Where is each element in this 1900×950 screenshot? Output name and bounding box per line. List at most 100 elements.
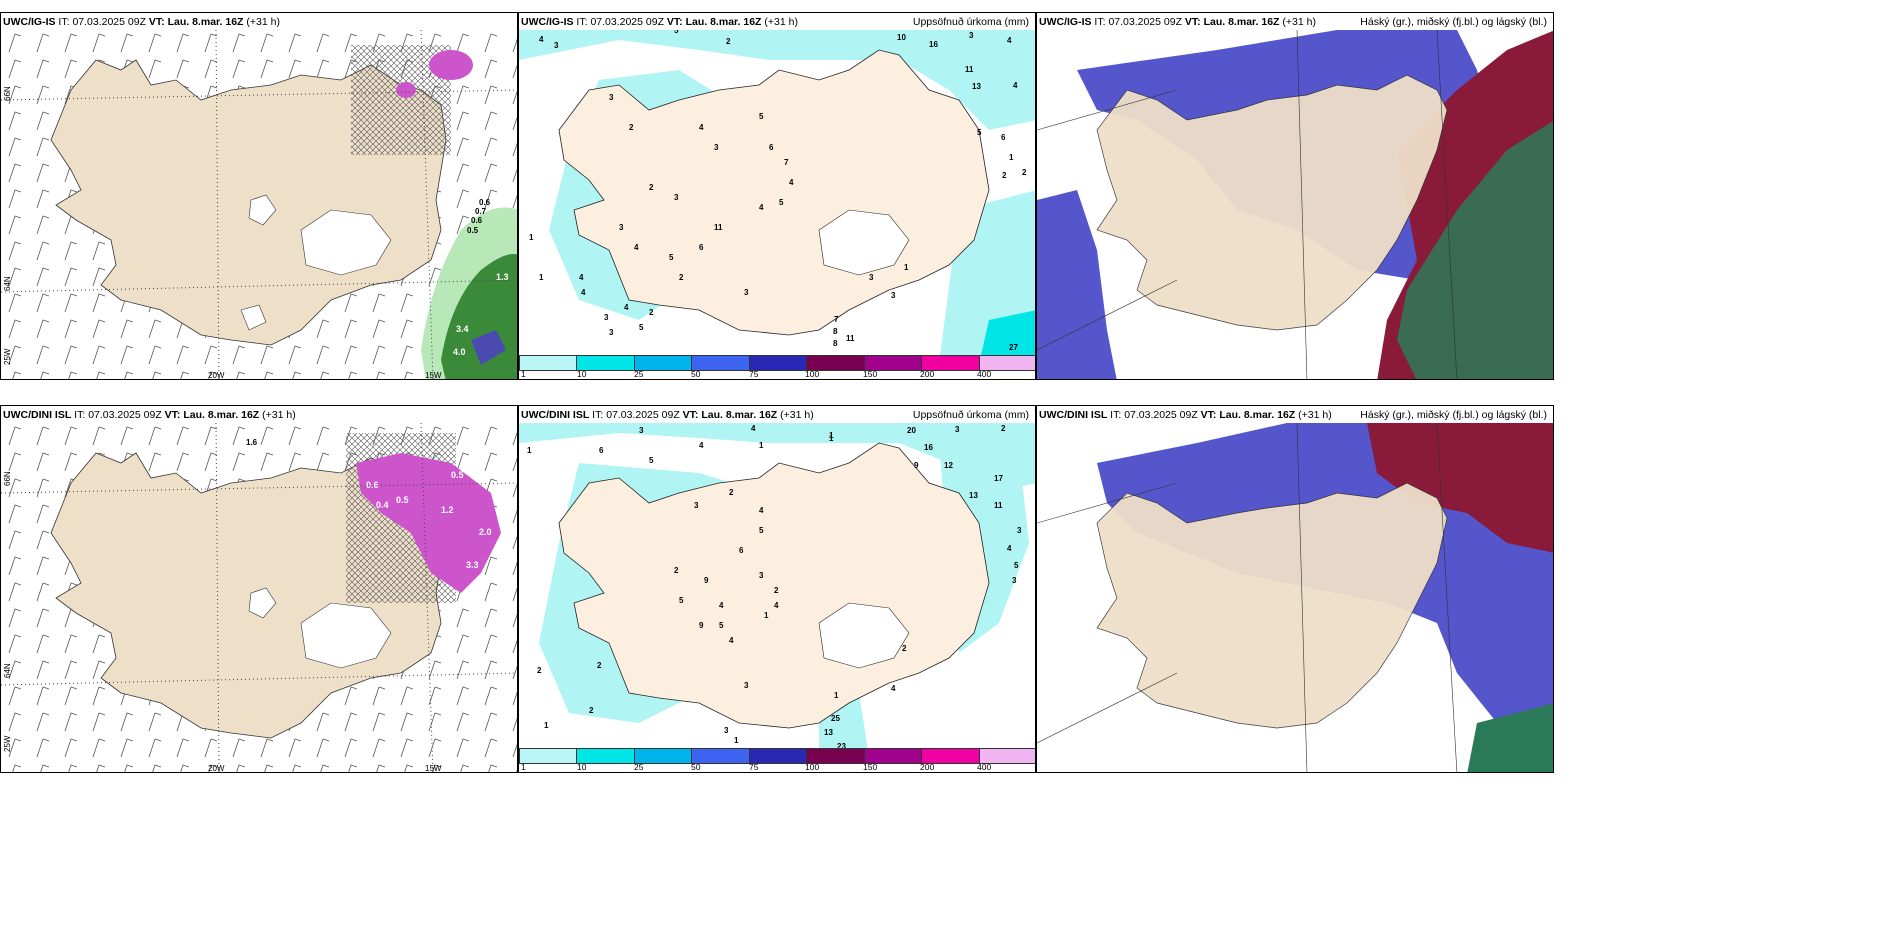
colorbar-label: 200 <box>920 369 935 379</box>
graticule <box>420 30 434 379</box>
precip-value: 4 <box>891 684 896 693</box>
panel-precip-dini: UWC/DINI ISL IT: 07.03.2025 09Z VT: Lau.… <box>518 405 1036 773</box>
precip-value: 12 <box>944 461 953 470</box>
precip-value: 9 <box>699 621 704 630</box>
precip-value: 3 <box>744 681 749 690</box>
precip-value: 1 <box>527 446 532 455</box>
precip-value: 1 <box>829 431 834 440</box>
value-label: 0.5 <box>451 470 464 480</box>
lon-label: 20W <box>208 764 225 773</box>
precip-value: 1 <box>829 434 834 443</box>
colorbar-label: 1 <box>521 369 526 379</box>
precip-value: 3 <box>744 288 749 297</box>
precip-value: 3 <box>1012 576 1017 585</box>
precip-value: 11 <box>994 501 1003 510</box>
colorbar-label: 75 <box>749 762 759 772</box>
value-label: 0.6 <box>479 198 491 207</box>
precip-value: 7 <box>834 315 839 324</box>
glacier-myrdalsjokull <box>240 304 267 331</box>
precip-value: 4 <box>624 303 629 312</box>
colorbar-swatch <box>577 356 635 370</box>
precip-value: 2 <box>629 123 634 132</box>
precip-blue <box>471 330 506 365</box>
colorbar-label: 75 <box>749 369 759 379</box>
precip-value: 5 <box>674 30 679 35</box>
precip-value: 1 <box>734 736 739 745</box>
value-label: 0.4 <box>376 500 389 510</box>
precip-value: 3 <box>969 31 974 40</box>
precip-value: 9 <box>704 576 709 585</box>
precip-value: 20 <box>907 426 916 435</box>
precip-area-heavy <box>979 310 1035 364</box>
precip-value: 5 <box>779 198 784 207</box>
graticule <box>215 423 220 772</box>
value-label: 0.5 <box>396 495 409 505</box>
lon-label: 20W <box>208 371 225 380</box>
glacier <box>300 602 392 669</box>
panel-title: Uppsöfnuð úrkoma (mm) <box>912 409 1029 421</box>
precip-value: 3 <box>609 328 614 337</box>
precip-area <box>519 30 1035 130</box>
colorbar-swatch <box>979 749 1035 763</box>
iceland-land <box>1096 74 1448 331</box>
precip-value: 10 <box>897 33 906 42</box>
precip-area <box>519 423 1035 493</box>
colorbar-label: 150 <box>863 369 878 379</box>
precip-value: 4 <box>719 601 724 610</box>
precip-value: 17 <box>994 474 1003 483</box>
colorbar-swatch <box>634 356 693 370</box>
glacier <box>818 602 910 669</box>
value-label: 0.6 <box>471 216 483 225</box>
colorbar-label: 10 <box>577 762 587 772</box>
precip-value: 27 <box>1009 343 1018 352</box>
lon-label: 25W <box>3 735 12 752</box>
mid-cloud <box>1397 121 1553 379</box>
precip-value: 2 <box>1001 424 1006 433</box>
precip-value: 4 <box>634 243 639 252</box>
precip-value: 2 <box>726 37 731 46</box>
precip-value: 2 <box>649 308 654 317</box>
precip-map: 4 3 5 2 3 2 3 4 5 6 7 3 2 3 4 5 6 4 3 4 … <box>519 30 1035 364</box>
graticule <box>1436 30 1458 379</box>
colorbar-swatch <box>749 749 808 763</box>
precip-value: 3 <box>891 291 896 300</box>
precip-value: 1 <box>764 611 769 620</box>
colorbar-swatch <box>634 749 693 763</box>
value-label: 1.2 <box>441 505 454 515</box>
colorbar-label: 25 <box>634 369 644 379</box>
precip-value: 3 <box>1017 526 1022 535</box>
lon-label: 15W <box>425 371 442 380</box>
panel-header: UWC/DINI ISL IT: 07.03.2025 09Z VT: Lau.… <box>1039 409 1332 421</box>
precip-value: 5 <box>719 621 724 630</box>
graticule <box>1436 423 1458 772</box>
precip-value: 8 <box>833 339 838 348</box>
colorbar <box>519 355 1035 371</box>
precip-pink <box>429 50 473 80</box>
precip-value: 3 <box>714 143 719 152</box>
precip-value: 6 <box>1001 133 1006 142</box>
colorbar-label: 25 <box>634 762 644 772</box>
panel-title: Háský (gr.), miðský (fj.bl.) og lágský (… <box>1360 16 1547 28</box>
value-label: 3.3 <box>466 560 479 570</box>
colorbar-label: 50 <box>691 762 701 772</box>
colorbar-label: 1 <box>521 762 526 772</box>
wind-map: 0.6 0.7 0.6 0.5 3.4 4.0 1.3 <box>1 30 517 379</box>
panel-header: UWC/IG-IS IT: 07.03.2025 09Z VT: Lau. 8.… <box>3 16 280 28</box>
precip-value: 3 <box>869 273 874 282</box>
panel-header: UWC/DINI ISL IT: 07.03.2025 09Z VT: Lau.… <box>521 409 814 421</box>
precip-value: 4 <box>539 35 544 44</box>
lat-label: 64N <box>3 276 12 291</box>
panel-title: Háský (gr.), miðský (fj.bl.) og lágský (… <box>1360 409 1547 421</box>
precip-value: 4 <box>789 178 794 187</box>
colorbar-label: 400 <box>977 369 992 379</box>
precip-value: 6 <box>739 546 744 555</box>
colorbar-swatch <box>520 356 578 370</box>
precip-pink <box>356 453 501 593</box>
precip-value: 5 <box>639 323 644 332</box>
graticule <box>1296 30 1308 379</box>
mid-cloud <box>1467 703 1553 772</box>
iceland-land <box>50 59 447 346</box>
iceland-land <box>1096 482 1448 729</box>
lon-label: 15W <box>425 764 442 773</box>
panel-title: Uppsöfnuð úrkoma (mm) <box>912 16 1029 28</box>
